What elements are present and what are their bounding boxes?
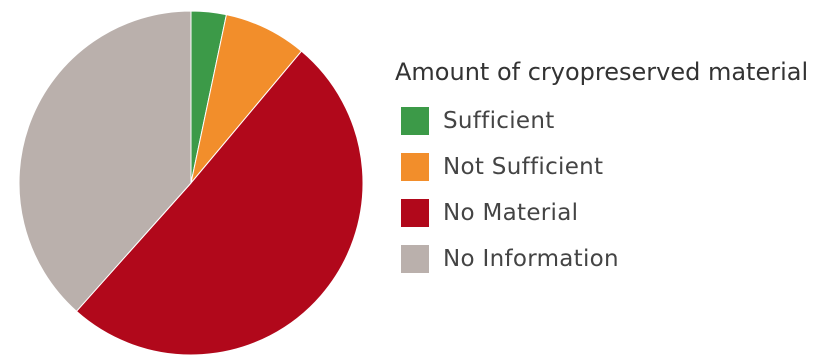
legend-item-no-material[interactable]: No Material	[395, 190, 825, 236]
legend-item-sufficient[interactable]: Sufficient	[395, 98, 825, 144]
legend-item-no-information[interactable]: No Information	[395, 236, 825, 282]
legend-swatch-sufficient	[401, 107, 429, 135]
legend-swatch-not-sufficient	[401, 153, 429, 181]
pie-slice-no-material[interactable]	[75, 50, 364, 356]
legend-item-not-sufficient[interactable]: Not Sufficient	[395, 144, 825, 190]
legend-label: Sufficient	[443, 108, 555, 134]
pie-slice-no-information[interactable]	[18, 10, 192, 313]
legend: Amount of cryopreserved material Suffici…	[395, 58, 825, 282]
legend-swatch-no-information	[401, 245, 429, 273]
legend-label: No Information	[443, 246, 619, 272]
legend-label: No Material	[443, 200, 579, 226]
legend-title: Amount of cryopreserved material	[395, 58, 809, 86]
pie-chart	[18, 10, 364, 356]
legend-label: Not Sufficient	[443, 154, 604, 180]
legend-swatch-no-material	[401, 199, 429, 227]
